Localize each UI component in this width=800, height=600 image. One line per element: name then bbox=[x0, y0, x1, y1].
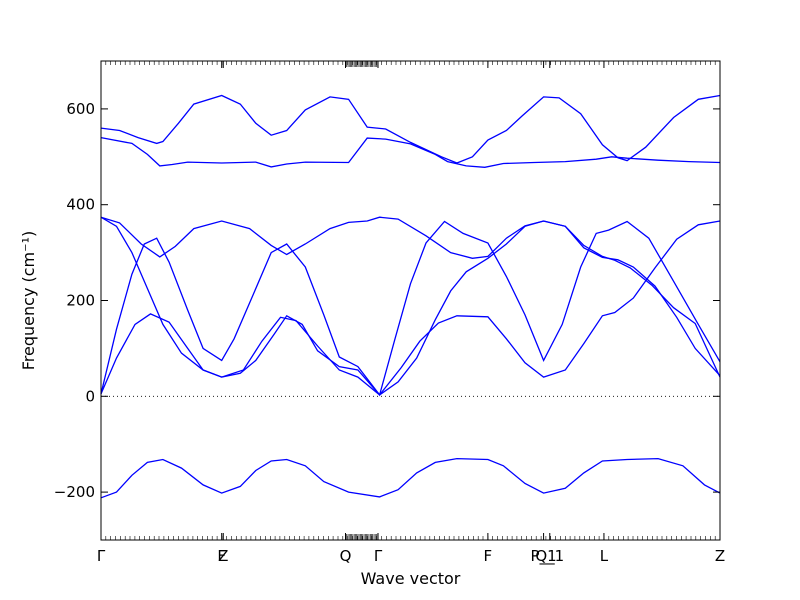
y-axis-ticks: −200 0 200 400 600 bbox=[54, 100, 720, 501]
x-axis-title: Wave vector bbox=[361, 569, 461, 588]
x-tick-label: Q bbox=[340, 547, 352, 565]
band-line-4 bbox=[100, 220, 721, 397]
x-minor-ticks bbox=[100, 61, 721, 540]
x-tick-label: Z bbox=[715, 547, 725, 565]
x-tick-label: P_1 bbox=[531, 547, 557, 566]
x-axis-ticks: Γ FZ Q Γ F P_1Q_1 L Z bbox=[97, 61, 725, 566]
x-tick-label: F bbox=[484, 547, 493, 565]
band-lines bbox=[100, 94, 721, 499]
y-tick-label: −200 bbox=[54, 483, 95, 501]
x-tick-label: Z bbox=[218, 547, 228, 565]
band-line-7 bbox=[100, 457, 721, 499]
y-tick-label: 600 bbox=[66, 100, 95, 118]
x-tick-label: L bbox=[600, 547, 609, 565]
y-tick-label: 0 bbox=[85, 387, 95, 405]
band-line-2 bbox=[100, 136, 721, 168]
y-tick-label: 400 bbox=[66, 196, 95, 214]
x-tick-label: F bbox=[217, 547, 226, 565]
band-line-1 bbox=[100, 94, 721, 164]
y-axis-title: Frequency (cm⁻¹) bbox=[19, 231, 38, 370]
y-tick-label: 200 bbox=[66, 292, 95, 310]
x-tick-label: Γ bbox=[97, 547, 106, 565]
band-line-6 bbox=[100, 216, 721, 396]
band-line-5 bbox=[100, 220, 721, 396]
x-tick-label: Γ bbox=[374, 547, 383, 565]
x-tick-label: Q_1 bbox=[535, 547, 564, 566]
